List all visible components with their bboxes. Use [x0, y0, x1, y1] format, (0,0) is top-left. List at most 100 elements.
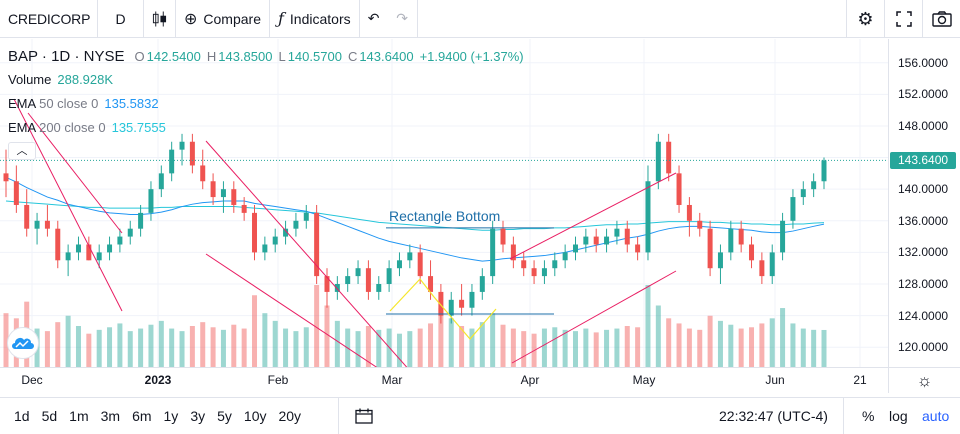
settings-button[interactable]: ⚙	[846, 0, 884, 38]
range-1y[interactable]: 1y	[163, 407, 179, 424]
pattern-line	[389, 278, 497, 340]
candle-body	[635, 244, 641, 253]
candle-body	[220, 189, 226, 198]
camera-icon	[931, 11, 952, 27]
volume-bar	[521, 331, 527, 367]
range-1m[interactable]: 1m	[69, 407, 89, 424]
range-5y[interactable]: 5y	[217, 407, 232, 424]
time-tick-label: Mar	[381, 373, 403, 387]
price-tick-label: 140.0000	[898, 182, 949, 197]
candle-body	[821, 160, 827, 182]
candle-body	[334, 284, 340, 292]
redo-button[interactable]: ↷	[388, 0, 418, 38]
candle-body	[572, 244, 578, 253]
candle-body	[345, 276, 351, 285]
candle-body	[790, 197, 796, 221]
volume-bar	[262, 313, 268, 367]
candle-body	[593, 236, 599, 245]
candle-body	[272, 236, 278, 245]
indicator-volume[interactable]: Volume 288.928K	[8, 72, 114, 87]
candle-body	[655, 141, 661, 182]
volume-bar	[158, 320, 164, 367]
volume-bar	[252, 295, 258, 367]
range-5d[interactable]: 5d	[41, 407, 58, 424]
goto-date-button[interactable]	[338, 398, 373, 434]
candle-body	[614, 228, 620, 237]
volume-bar	[738, 328, 744, 367]
price-axis[interactable]: 156.0000152.0000148.0000144.0000140.0000…	[888, 39, 960, 367]
chart-pane[interactable]: Rectangle Bottom	[0, 39, 888, 367]
candle-body	[811, 181, 817, 190]
price-tick-label: 152.0000	[898, 87, 949, 102]
collapse-legend-button[interactable]: ︿	[8, 142, 36, 160]
range-20y[interactable]: 20y	[278, 407, 302, 424]
tradingview-logo[interactable]	[7, 327, 39, 359]
indicator-ema-50[interactable]: EMA 50 close 0 135.5832	[8, 96, 159, 111]
candle-body	[749, 244, 755, 261]
clock-time[interactable]: 22:32:47 (UTC-4)	[719, 408, 828, 424]
symbol-search[interactable]: CREDICORP	[0, 0, 98, 38]
axis-settings-button[interactable]: ☼	[888, 367, 960, 393]
range-1d[interactable]: 1d	[14, 407, 30, 424]
time-axis[interactable]: Dec 2023 Feb Mar Apr May Jun 21	[0, 367, 888, 393]
candle-body	[738, 228, 744, 245]
volume-bar	[780, 308, 786, 367]
volume-bar	[220, 329, 226, 367]
volume-bar	[717, 320, 723, 367]
candle-body	[3, 173, 9, 182]
indicators-button[interactable]: ƒ Indicators	[270, 0, 360, 38]
volume-bar	[655, 305, 661, 367]
volume-bar	[417, 328, 423, 367]
price-chart[interactable]: Rectangle Bottom	[0, 39, 888, 367]
range-3m[interactable]: 3m	[100, 407, 121, 424]
volume-bar	[469, 328, 475, 367]
volume-bar	[75, 326, 81, 367]
undo-button[interactable]: ↶	[360, 0, 388, 38]
volume-bar	[448, 318, 454, 367]
volume-bar	[707, 315, 713, 367]
volume-bar	[231, 324, 237, 367]
range-6m[interactable]: 6m	[132, 407, 152, 424]
percent-scale-toggle[interactable]: %	[862, 408, 875, 424]
calendar-icon	[355, 408, 373, 424]
volume-bar	[666, 318, 672, 367]
interval-selector[interactable]: D	[98, 0, 144, 38]
candle-body	[283, 228, 289, 237]
candle-body	[34, 220, 40, 229]
candle-body	[800, 189, 806, 198]
candle-body	[469, 291, 475, 308]
candle-body	[169, 149, 175, 174]
candle-body	[200, 165, 206, 182]
range-3y[interactable]: 3y	[190, 407, 206, 424]
chart-type-button[interactable]	[144, 0, 176, 38]
volume-bar	[428, 323, 434, 367]
current-price-label: 143.6400	[890, 152, 956, 170]
candle-body	[138, 212, 144, 229]
price-tick-label: 128.0000	[898, 277, 949, 291]
volume-bar	[272, 320, 278, 367]
log-scale-toggle[interactable]: log	[889, 408, 908, 424]
function-icon: ƒ	[278, 9, 284, 28]
candle-body	[376, 284, 382, 292]
candle-body	[179, 141, 185, 150]
volume-bar	[407, 331, 413, 367]
volume-bar	[604, 329, 610, 367]
volume-bar	[3, 313, 9, 367]
candle-body	[728, 228, 734, 253]
fullscreen-button[interactable]	[884, 0, 922, 38]
candle-body	[44, 220, 50, 229]
volume-bar	[759, 323, 765, 367]
snapshot-button[interactable]	[922, 0, 960, 38]
candle-body	[210, 181, 216, 198]
volume-bar	[169, 328, 175, 367]
candle-body	[707, 228, 713, 269]
volume-bar	[127, 331, 133, 367]
indicator-ema-200[interactable]: EMA 200 close 0 135.7555	[8, 120, 166, 135]
volume-bar	[324, 305, 330, 367]
compare-button[interactable]: ⊕ Compare	[176, 0, 270, 38]
volume-bar	[293, 331, 299, 367]
volume-bar	[355, 331, 361, 367]
auto-scale-toggle[interactable]: auto	[922, 408, 950, 424]
volume-bar	[624, 326, 630, 367]
range-10y[interactable]: 10y	[243, 407, 267, 424]
